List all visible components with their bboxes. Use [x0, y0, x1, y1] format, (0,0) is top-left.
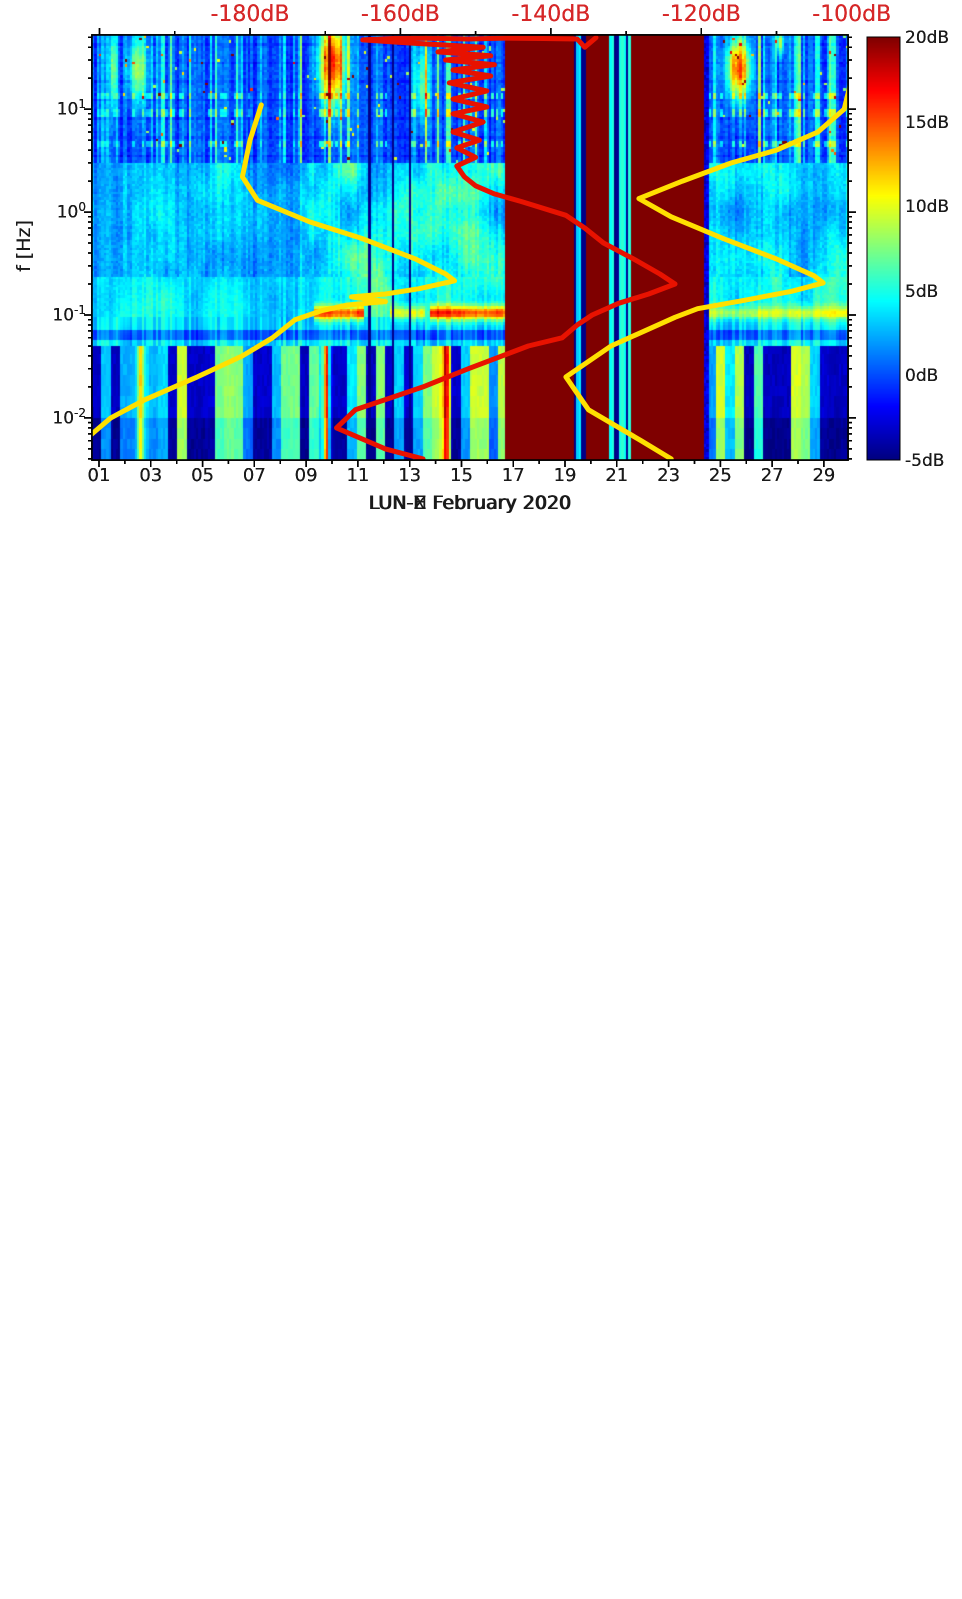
- top-axis-db-label: -180dB: [210, 2, 290, 27]
- top-axis-db-label: -120dB: [661, 2, 741, 27]
- spectrogram-panel-lun-z: f [Hz] LUN-Z February 2020 -180dB -160dB -…: [0, 0, 962, 537]
- x-tick-label: 29: [812, 465, 836, 486]
- y-tick-label: 100: [56, 200, 86, 223]
- top-axis-db-label: -100dB: [812, 2, 892, 27]
- x-tick-label: 17: [501, 465, 525, 486]
- x-axis-title: LUN-N February 2020: [368, 492, 572, 514]
- colorbar-tick-label: 10dB: [905, 197, 950, 218]
- x-tick-label: 27: [760, 465, 784, 486]
- x-tick-label: 11: [346, 465, 370, 486]
- x-tick-label: 17: [501, 465, 525, 486]
- x-tick-label: 19: [553, 465, 577, 486]
- x-tick-label: 05: [191, 465, 214, 486]
- x-tick-label: 15: [450, 465, 473, 486]
- colorbar: [867, 37, 900, 460]
- colorbar-tick-label: 5dB: [905, 281, 939, 302]
- x-axis-title: LUN-Z February 2020: [368, 492, 572, 514]
- x-tick-label: 07: [242, 465, 266, 486]
- x-tick-label: 03: [139, 465, 163, 486]
- top-axis-db-label: -160dB: [360, 2, 440, 27]
- x-tick-label: 27: [760, 465, 784, 486]
- top-axis-db-label: -120dB: [661, 2, 741, 27]
- x-tick-label: 25: [708, 465, 732, 486]
- x-tick-label: 01: [87, 465, 111, 486]
- x-tick-label: 23: [657, 465, 681, 486]
- y-tick-label: 101: [56, 97, 86, 120]
- x-tick-label: 07: [242, 465, 266, 486]
- top-axis-db-label: -100dB: [812, 2, 892, 27]
- x-tick-label: 11: [346, 465, 370, 486]
- colorbar-tick-label: 20dB: [905, 28, 950, 48]
- x-tick-label: 17: [501, 465, 525, 486]
- top-axis-db-label: -100dB: [812, 2, 892, 27]
- colorbar-tick-label: 0dB: [905, 366, 939, 387]
- x-tick-label: 09: [294, 465, 318, 486]
- y-tick-label: 10-2: [52, 405, 86, 429]
- x-tick-label: 01: [87, 465, 111, 486]
- colorbar-tick-label: 5dB: [905, 281, 939, 302]
- x-tick-label: 23: [657, 465, 681, 486]
- x-tick-label: 15: [450, 465, 473, 486]
- colorbar-tick-label: 20dB: [905, 28, 950, 48]
- y-tick-label: 101: [56, 97, 86, 120]
- top-axis-db-label: -160dB: [360, 2, 440, 27]
- x-tick-label: 13: [398, 465, 422, 486]
- y-tick-label: 101: [56, 97, 86, 120]
- x-tick-label: 07: [242, 465, 266, 486]
- x-tick-label: 05: [191, 465, 214, 486]
- x-tick-label: 15: [450, 465, 473, 486]
- x-tick-label: 01: [87, 465, 111, 486]
- y-tick-label: 10-2: [52, 405, 86, 429]
- x-axis-title: LUN-E February 2020: [369, 492, 571, 514]
- top-axis-db-label: -140dB: [511, 2, 591, 27]
- y-tick-label: 100: [56, 200, 86, 223]
- x-tick-label: 19: [553, 465, 577, 486]
- x-tick-label: 23: [657, 465, 681, 486]
- x-tick-label: 29: [812, 465, 836, 486]
- y-tick-label: 10-2: [52, 405, 86, 429]
- colorbar-tick-label: -5dB: [905, 451, 945, 471]
- colorbar-tick-label: 10dB: [905, 197, 950, 218]
- x-tick-label: 13: [398, 465, 422, 486]
- top-axis-db-label: -160dB: [360, 2, 440, 27]
- x-tick-label: 03: [139, 465, 163, 486]
- x-tick-label: 05: [191, 465, 214, 486]
- y-tick-label: 100: [56, 200, 86, 223]
- y-tick-label: 10-1: [52, 302, 86, 326]
- colorbar-tick-label: -5dB: [905, 451, 945, 471]
- x-tick-label: 03: [139, 465, 163, 486]
- x-tick-label: 25: [708, 465, 732, 486]
- top-axis-db-label: -120dB: [661, 2, 741, 27]
- x-tick-label: 09: [294, 465, 318, 486]
- colorbar-tick-label: 10dB: [905, 197, 950, 218]
- colorbar-tick-label: 15dB: [905, 112, 950, 133]
- x-tick-label: 19: [553, 465, 577, 486]
- y-tick-label: 10-1: [52, 302, 86, 326]
- x-tick-label: 13: [398, 465, 422, 486]
- x-tick-label: 21: [605, 465, 629, 486]
- colorbar-tick-label: -5dB: [905, 451, 945, 471]
- top-axis-db-label: -180dB: [210, 2, 290, 27]
- x-tick-label: 21: [605, 465, 629, 486]
- x-tick-label: 29: [812, 465, 836, 486]
- top-axis-db-label: -140dB: [511, 2, 591, 27]
- colorbar-tick-label: 0dB: [905, 366, 939, 387]
- colorbar-tick-label: 20dB: [905, 28, 950, 48]
- colorbar-tick-label: 15dB: [905, 112, 950, 133]
- x-tick-label: 21: [605, 465, 629, 486]
- spectrogram-heatmap: [92, 35, 848, 460]
- colorbar-tick-label: 5dB: [905, 281, 939, 302]
- x-tick-label: 09: [294, 465, 318, 486]
- top-axis-db-label: -140dB: [511, 2, 591, 27]
- x-tick-label: 25: [708, 465, 732, 486]
- x-tick-label: 27: [760, 465, 784, 486]
- colorbar-tick-label: 0dB: [905, 366, 939, 387]
- colorbar-tick-label: 15dB: [905, 112, 950, 133]
- y-axis-title: f [Hz]: [13, 220, 35, 272]
- x-tick-label: 11: [346, 465, 370, 486]
- top-axis-db-label: -180dB: [210, 2, 290, 27]
- y-tick-label: 10-1: [52, 302, 86, 326]
